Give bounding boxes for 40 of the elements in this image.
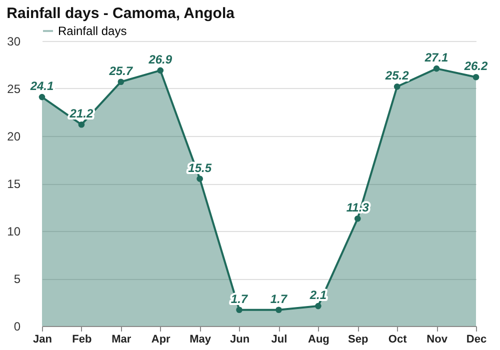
y-tick-label: 25 xyxy=(7,82,21,96)
point xyxy=(236,306,242,314)
x-tick-label: Feb xyxy=(72,334,92,346)
point xyxy=(472,74,480,80)
data-label: 26.9 xyxy=(148,52,172,66)
point xyxy=(276,306,282,314)
x-tick-label: Oct xyxy=(388,334,408,346)
y-tick-label: 20 xyxy=(7,130,21,144)
point xyxy=(38,94,46,100)
point xyxy=(118,78,124,86)
x-tick-label: Aug xyxy=(308,334,330,346)
legend-label: Rainfall days xyxy=(58,24,127,38)
x-tick-label: May xyxy=(190,334,212,346)
data-label: 25.7 xyxy=(108,64,134,78)
data-label: 24.1 xyxy=(29,79,54,94)
data-label: 26.2 xyxy=(463,59,488,74)
y-tick-label: 0 xyxy=(14,320,21,334)
point xyxy=(157,67,164,74)
point xyxy=(78,121,85,128)
chart-title: Rainfall days - Camoma, Angola xyxy=(6,5,236,22)
point xyxy=(394,83,400,90)
x-tick-label: Jan xyxy=(33,334,52,346)
x-tick-label: Mar xyxy=(112,334,132,346)
data-label: 27.1 xyxy=(424,50,449,65)
y-tick-label: 5 xyxy=(14,272,21,286)
data-label: 25.2 xyxy=(384,68,410,83)
point xyxy=(196,176,203,182)
point xyxy=(315,302,322,310)
x-tick-label: Jun xyxy=(230,334,250,346)
x-tick-label: Jul xyxy=(271,334,288,346)
y-tick-label: 10 xyxy=(7,224,21,238)
point xyxy=(433,65,440,72)
x-tick-label: Nov xyxy=(426,334,448,346)
y-tick-label: 30 xyxy=(7,34,21,48)
x-tick-label: Sep xyxy=(348,334,368,346)
data-label: 1.7 xyxy=(270,292,288,306)
y-tick-label: 15 xyxy=(7,177,21,191)
point xyxy=(354,215,361,222)
x-tick-label: Dec xyxy=(466,334,487,346)
x-tick-label: Apr xyxy=(151,334,172,346)
